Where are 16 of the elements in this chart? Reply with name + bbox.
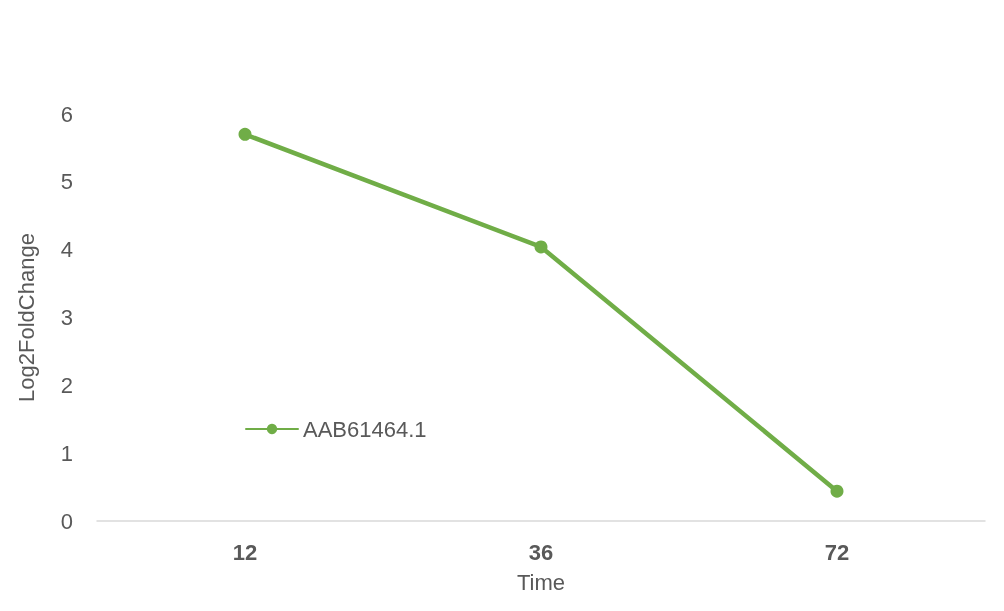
y-tick-label: 0 [60,508,73,534]
legend-label: AAB61464.1 [303,416,427,442]
point [830,484,844,498]
y-tick-label: 1 [60,440,73,466]
y-tick-label: 6 [60,101,73,127]
y-tick-label: 4 [60,237,73,263]
x-axis-title: Time [516,569,566,595]
point [534,240,548,254]
x-tick-label: 36 [528,539,554,565]
x-tick-label: 72 [824,539,850,565]
x-tick-label: 12 [232,539,258,565]
point [238,127,252,141]
y-tick-label: 2 [60,372,73,398]
y-axis-title: Log2FoldChange [13,233,39,402]
y-tick-label: 5 [60,169,73,195]
y-tick-label: 3 [60,305,73,330]
